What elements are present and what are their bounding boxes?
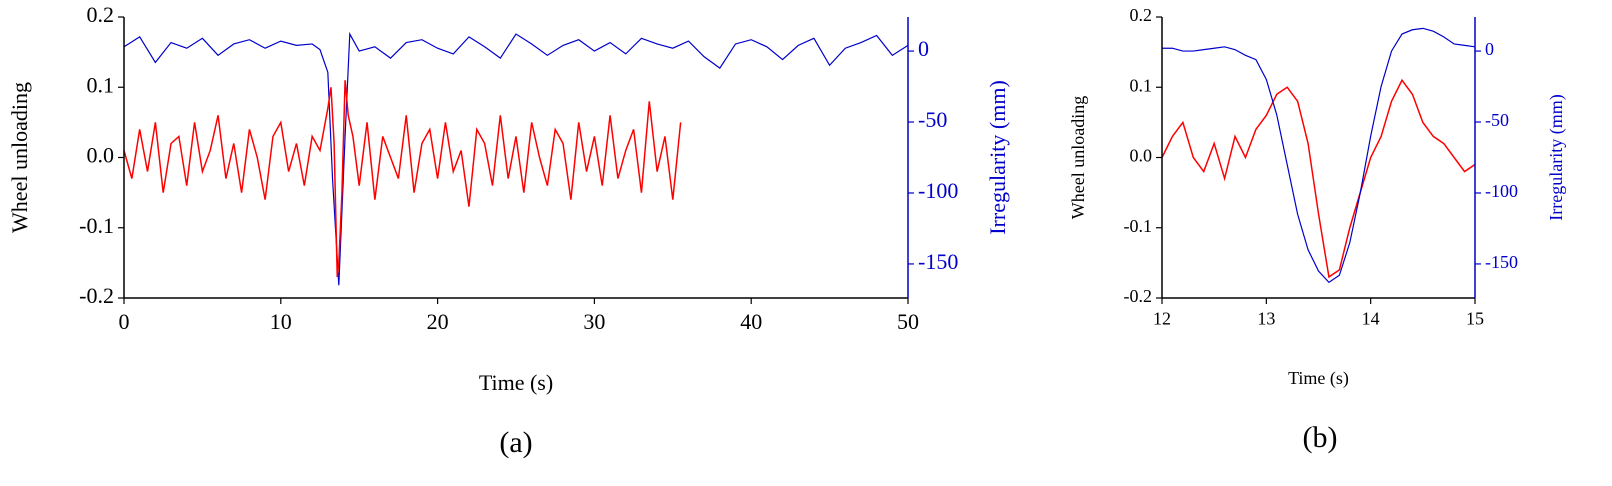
y2-axis-label: Irregularity (mm) [1546,94,1567,220]
y-tick-label: 0.2 [87,2,115,27]
x-tick-label: 10 [270,309,292,334]
y2-tick-label: -100 [918,178,958,203]
y2-tick-label: 0 [1485,39,1494,59]
data-line [1161,78,1476,279]
x-tick-label: 20 [427,309,449,334]
x-axis-label: Time (s) [1288,368,1349,389]
y-tick-label: -0.2 [79,283,114,308]
y-axis-label: Wheel unloading [7,82,32,233]
x-axis-label: Time (s) [479,370,553,395]
x-tick-label: 12 [1153,308,1171,328]
y-tick-label: 0.0 [87,143,115,168]
data-line [123,31,909,286]
data-line [1162,27,1476,284]
y-tick-label: -0.1 [79,213,114,238]
y-tick-label: -0.2 [1124,286,1153,306]
y-tick-label: 0.2 [1130,5,1153,25]
x-tick-label: 40 [740,309,762,334]
y2-tick-label: -50 [1485,110,1509,130]
y2-tick-label: 0 [918,36,929,61]
y2-tick-label: -150 [1485,252,1518,272]
y-tick-label: 0.0 [1130,146,1153,166]
y2-tick-label: -150 [918,249,958,274]
x-tick-label: 15 [1466,308,1484,328]
data-line [123,80,682,278]
y-tick-label: 0.1 [1130,75,1153,95]
x-tick-label: 50 [897,309,919,334]
panel-caption: (a) [499,426,532,459]
y-axis-label: Wheel unloading [1068,96,1088,219]
x-tick-label: 0 [119,309,130,334]
y2-axis-label: Irregularity (mm) [985,80,1010,235]
x-tick-label: 13 [1257,308,1275,328]
y-tick-label: -0.1 [1124,216,1153,236]
x-tick-label: 14 [1362,308,1380,328]
y2-tick-label: -100 [1485,181,1518,201]
y-tick-label: 0.1 [87,72,115,97]
y2-tick-label: -50 [918,107,947,132]
x-tick-label: 30 [583,309,605,334]
panel-caption: (b) [1303,421,1338,454]
